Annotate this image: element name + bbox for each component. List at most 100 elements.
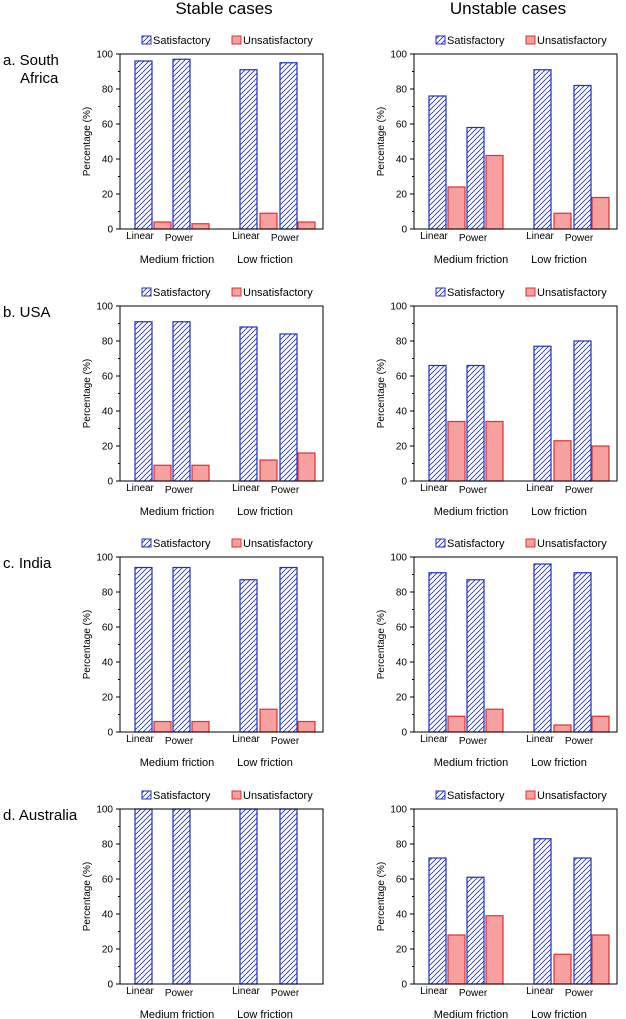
bar-satisfactory [239,69,258,230]
bar-satisfactory [172,58,191,230]
bar-satisfactory [533,345,552,482]
bar-unsatisfactory [153,464,172,482]
x-tick-label: Power [565,988,594,999]
bar-satisfactory [466,126,485,230]
y-tick-label: 0 [107,728,113,739]
y-tick-label: 100 [96,50,113,61]
legend-label-unsatisfactory: Unsatisfactory [537,790,607,802]
x-tick-label: Power [459,233,488,244]
y-tick-label: 80 [102,85,114,96]
x-tick-label: Power [459,988,488,999]
group-label: Medium friction [434,1009,509,1019]
legend-swatch-satisfactory [435,287,446,297]
bar-satisfactory [279,62,298,230]
x-tick-label: Linear [126,986,154,997]
row-label: d. Australia [3,807,78,824]
y-tick-label: 100 [96,302,113,313]
x-tick-label: Linear [232,231,260,242]
y-tick-label: 60 [102,623,114,634]
bar-unsatisfactory [553,953,572,985]
bar-unsatisfactory [553,440,572,482]
column-title-stable: Stable cases [175,0,272,18]
x-tick-label: Power [459,485,488,496]
y-tick-label: 0 [107,225,113,236]
x-tick-label: Linear [420,483,448,494]
bar-unsatisfactory [259,212,278,230]
legend-label-unsatisfactory: Unsatisfactory [537,35,607,47]
bar-unsatisfactory [259,708,278,733]
legend-label-satisfactory: Satisfactory [153,790,211,802]
y-axis-label: Percentage (%) [82,359,93,428]
legend-label-unsatisfactory: Unsatisfactory [537,538,607,550]
y-tick-label: 60 [396,623,408,634]
group-label: Medium friction [140,757,215,769]
bar-satisfactory [239,326,258,482]
legend-label-satisfactory: Satisfactory [447,287,505,299]
x-tick-label: Power [165,485,194,496]
x-tick-label: Linear [420,986,448,997]
legend-swatch-unsatisfactory [231,35,242,45]
y-tick-label: 60 [102,372,114,383]
legend-swatch-unsatisfactory [525,35,536,45]
x-tick-label: Linear [420,231,448,242]
x-tick-label: Linear [126,483,154,494]
legend-label-satisfactory: Satisfactory [447,790,505,802]
group-label: Medium friction [434,254,509,266]
legend-swatch-unsatisfactory [231,790,242,800]
y-tick-label: 100 [390,805,407,816]
y-tick-label: 20 [396,945,408,956]
y-tick-label: 40 [396,658,408,669]
bar-unsatisfactory [447,420,466,482]
x-tick-label: Power [271,988,300,999]
bar-satisfactory [239,579,258,733]
bar-unsatisfactory [553,724,572,733]
legend-swatch-satisfactory [435,538,446,548]
group-label: Medium friction [434,757,509,769]
y-tick-label: 20 [102,945,114,956]
y-tick-label: 100 [390,50,407,61]
bar-satisfactory [573,857,592,985]
group-label: Low friction [531,254,587,266]
bar-unsatisfactory [591,715,610,733]
y-tick-label: 40 [102,910,114,921]
legend-swatch-unsatisfactory [231,287,242,297]
row-label-line: b. USA [3,304,51,321]
row-label: b. USA [3,304,51,321]
y-axis-label: Percentage (%) [82,862,93,931]
group-label: Medium friction [140,506,215,518]
bar-satisfactory [428,364,447,482]
y-tick-label: 20 [102,190,114,201]
y-tick-label: 40 [102,155,114,166]
y-axis-label: Percentage (%) [376,862,387,931]
y-tick-label: 80 [396,588,408,599]
bar-unsatisfactory [153,720,172,733]
y-axis-label: Percentage (%) [82,107,93,176]
x-tick-label: Power [565,485,594,496]
group-label: Low friction [531,757,587,769]
x-tick-label: Linear [126,231,154,242]
bar-satisfactory [279,566,298,733]
legend-label-satisfactory: Satisfactory [153,538,211,550]
legend-swatch-satisfactory [435,790,446,800]
bar-satisfactory [466,579,485,733]
bar-unsatisfactory [153,221,172,230]
y-tick-label: 100 [96,553,113,564]
chart-panel: Satisfactory Unsatisfactory 0 20 40 60 80 100 Pe… [82,35,324,266]
bar-satisfactory [134,321,153,482]
x-tick-label: Linear [526,734,554,745]
bar-satisfactory [466,876,485,985]
y-tick-label: 60 [396,875,408,886]
bar-unsatisfactory [297,720,316,733]
y-tick-label: 60 [396,120,408,131]
y-tick-label: 60 [102,875,114,886]
bar-unsatisfactory [485,708,504,733]
y-tick-label: 20 [396,693,408,704]
legend-swatch-satisfactory [141,790,152,800]
x-tick-label: Linear [526,231,554,242]
legend-label-unsatisfactory: Unsatisfactory [243,35,313,47]
bar-unsatisfactory [553,212,572,230]
group-label: Medium friction [140,254,215,266]
y-tick-label: 0 [401,980,407,991]
bar-satisfactory [428,572,447,733]
